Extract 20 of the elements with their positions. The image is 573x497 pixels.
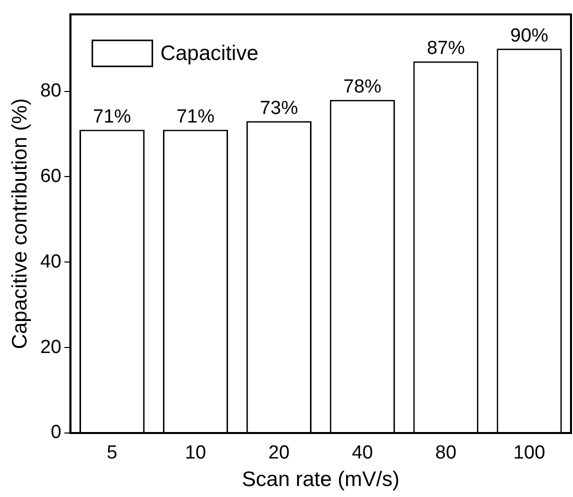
data-label: 73% <box>260 98 298 119</box>
data-label: 71% <box>93 106 132 128</box>
y-tick-label: 60 <box>40 166 62 187</box>
y-tick-label: 20 <box>40 336 62 358</box>
x-tick-label: 80 <box>435 442 456 464</box>
data-label: 87% <box>426 38 465 60</box>
y-tick-label: 80 <box>40 80 62 102</box>
x-tick-label: 20 <box>268 442 290 464</box>
x-axis-title: Scan rate (mV/s) <box>242 468 400 492</box>
x-tick-label: 10 <box>184 442 206 464</box>
text: Capacitive <box>160 42 258 66</box>
y-tick-label: 40 <box>40 251 62 272</box>
data-label: 71% <box>176 106 215 128</box>
x-tick-label: 5 <box>106 442 118 464</box>
data-label: 78% <box>343 76 382 98</box>
x-tick-label: 40 <box>352 442 373 464</box>
y-axis-title: Capacitive contribution (%) <box>8 98 32 350</box>
x-tick-label: 100 <box>513 442 546 464</box>
data-label: 90% <box>510 25 548 46</box>
y-tick-label: 0 <box>50 422 62 444</box>
